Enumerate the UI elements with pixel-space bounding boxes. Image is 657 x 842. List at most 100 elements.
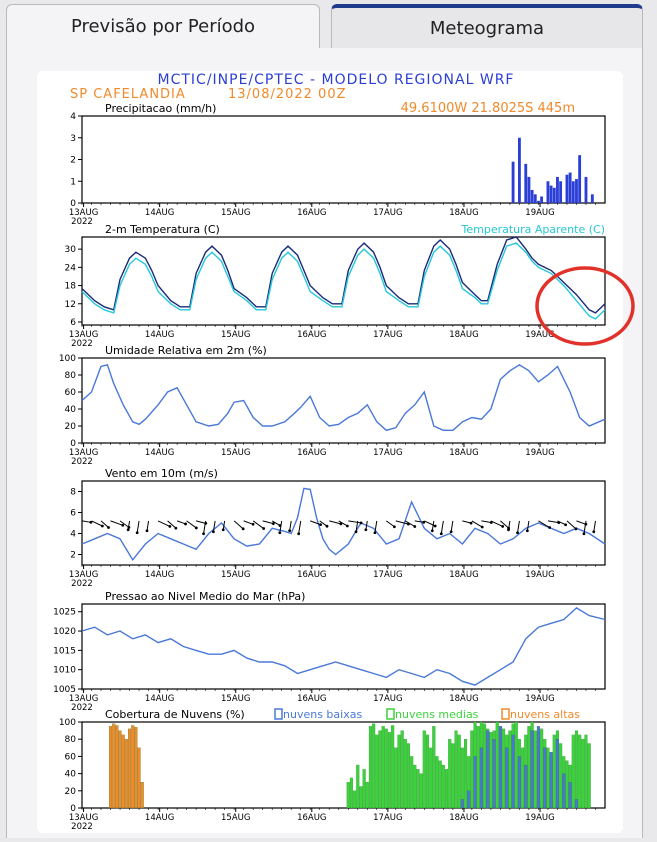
cloud-bar: [391, 725, 395, 809]
cloud-bar: [464, 739, 468, 809]
cloud-bar: [454, 730, 458, 809]
cloud-bar: [394, 747, 398, 809]
x-tick-label: 13AUG: [69, 208, 98, 218]
cloud-bar: [131, 725, 135, 809]
cloud-bar: [346, 782, 350, 809]
wind-vector-head: [592, 530, 596, 534]
x-tick-label: 14AUG: [145, 330, 174, 340]
cloud-bar: [492, 739, 496, 809]
wind-vector: [167, 520, 177, 529]
wind-vector: [405, 520, 416, 527]
cloud-bar: [368, 726, 372, 809]
x-year-label: 2022: [71, 339, 93, 349]
tab-meteograma[interactable]: Meteograma: [331, 4, 643, 48]
tab-bar: Previsão por Período Meteograma: [0, 0, 657, 52]
wind-vector-head: [221, 528, 225, 532]
cloud-bar: [508, 730, 512, 809]
wind-vector: [195, 520, 206, 524]
y-tick-label: 0: [70, 199, 76, 209]
wind-vector-head: [121, 523, 125, 527]
x-tick-label: 15AUG: [221, 330, 250, 340]
wind-vector: [176, 520, 186, 525]
wind-vector: [119, 520, 130, 528]
x-tick-label: 16AUG: [297, 330, 326, 340]
x-tick-label: 17AUG: [373, 330, 402, 340]
cloud-bar: [359, 786, 363, 809]
tab-previsao-periodo[interactable]: Previsão por Período: [6, 4, 320, 48]
x-tick-label: 19AUG: [525, 813, 554, 823]
wind-vector: [526, 520, 530, 531]
x-tick-label: 19AUG: [525, 448, 554, 458]
x-tick-label: 17AUG: [373, 694, 402, 704]
x-tick-label: 14AUG: [145, 570, 174, 580]
x-tick-label: 16AUG: [297, 813, 326, 823]
panel-title: Umidade Relativa em 2m (%): [105, 344, 267, 357]
cloud-bar: [121, 734, 125, 809]
y-tick-label: 1020: [53, 627, 76, 637]
cloud-bar: [384, 728, 388, 809]
header-coords: 49.6100W 21.8025S 445m: [401, 101, 575, 116]
wind-vector: [414, 520, 424, 523]
wind-vector-head: [373, 531, 377, 535]
header-station: SP CAFELANDIA: [70, 87, 186, 102]
y-tick-label: 1015: [53, 646, 76, 656]
cloud-bar: [422, 730, 426, 809]
wind-vector: [157, 520, 171, 527]
wind-vector-head: [278, 531, 282, 535]
wind-vector: [298, 520, 302, 534]
y-tick-label: 20: [65, 422, 77, 432]
wind-vector: [566, 520, 577, 530]
wind-vector-head: [469, 521, 473, 525]
wind-vector: [593, 520, 596, 532]
wind-vector-head: [354, 530, 358, 534]
cloud-bar: [387, 732, 391, 809]
cloud-bar: [587, 743, 591, 809]
series-line: [81, 236, 606, 314]
header-run: 13/08/2022 00Z: [228, 87, 347, 102]
wind-vector-head: [516, 531, 519, 535]
y-tick-label: 40: [65, 770, 77, 780]
legend-label: nuvens altas: [510, 708, 580, 721]
x-tick-label: 18AUG: [449, 330, 478, 340]
x-tick-label: 14AUG: [145, 208, 174, 218]
y-tick-label: 4: [70, 112, 76, 122]
cloud-bar: [349, 777, 353, 809]
wind-vector-head: [184, 522, 187, 526]
legend-label: nuvens baixas: [283, 708, 362, 721]
cloud-bar: [400, 730, 404, 809]
wind-vector: [262, 520, 274, 525]
x-tick-label: 15AUG: [221, 448, 250, 458]
precip-bar: [590, 194, 594, 203]
cloud-bar: [473, 756, 477, 809]
wind-vector-head: [241, 527, 245, 531]
wind-vector: [110, 520, 123, 526]
x-tick-label: 15AUG: [221, 813, 250, 823]
tab-label: Meteograma: [429, 17, 545, 39]
cloud-bar: [115, 725, 119, 809]
cloud-bar: [381, 726, 385, 809]
x-tick-label: 15AUG: [221, 208, 250, 218]
wind-vector-head: [202, 532, 205, 536]
cloud-bar: [483, 723, 487, 809]
y-tick-label: 6: [70, 509, 76, 519]
cloud-bar: [112, 723, 116, 809]
cloud-bar: [460, 747, 464, 809]
cloud-bar: [137, 747, 141, 809]
cloud-bar: [514, 721, 518, 809]
wind-vector-head: [251, 522, 255, 526]
cloud-bar: [578, 734, 582, 809]
precip-bar: [552, 187, 556, 203]
cloud-bar: [559, 743, 563, 809]
y-tick-label: 100: [59, 354, 76, 364]
y-tick-label: 8: [70, 488, 76, 498]
wind-vector-head: [194, 526, 198, 530]
series-line: [81, 487, 606, 562]
x-tick-label: 19AUG: [525, 208, 554, 218]
y-tick-label: 1: [70, 177, 76, 187]
wind-vector: [557, 520, 566, 526]
wind-vector-head: [480, 525, 484, 529]
y-tick-label: 1005: [53, 685, 76, 695]
header-title: MCTIC/INPE/CPTEC - MODELO REGIONAL WRF: [158, 72, 515, 88]
y-tick-label: 2: [70, 156, 76, 166]
cloud-bar: [476, 726, 480, 809]
